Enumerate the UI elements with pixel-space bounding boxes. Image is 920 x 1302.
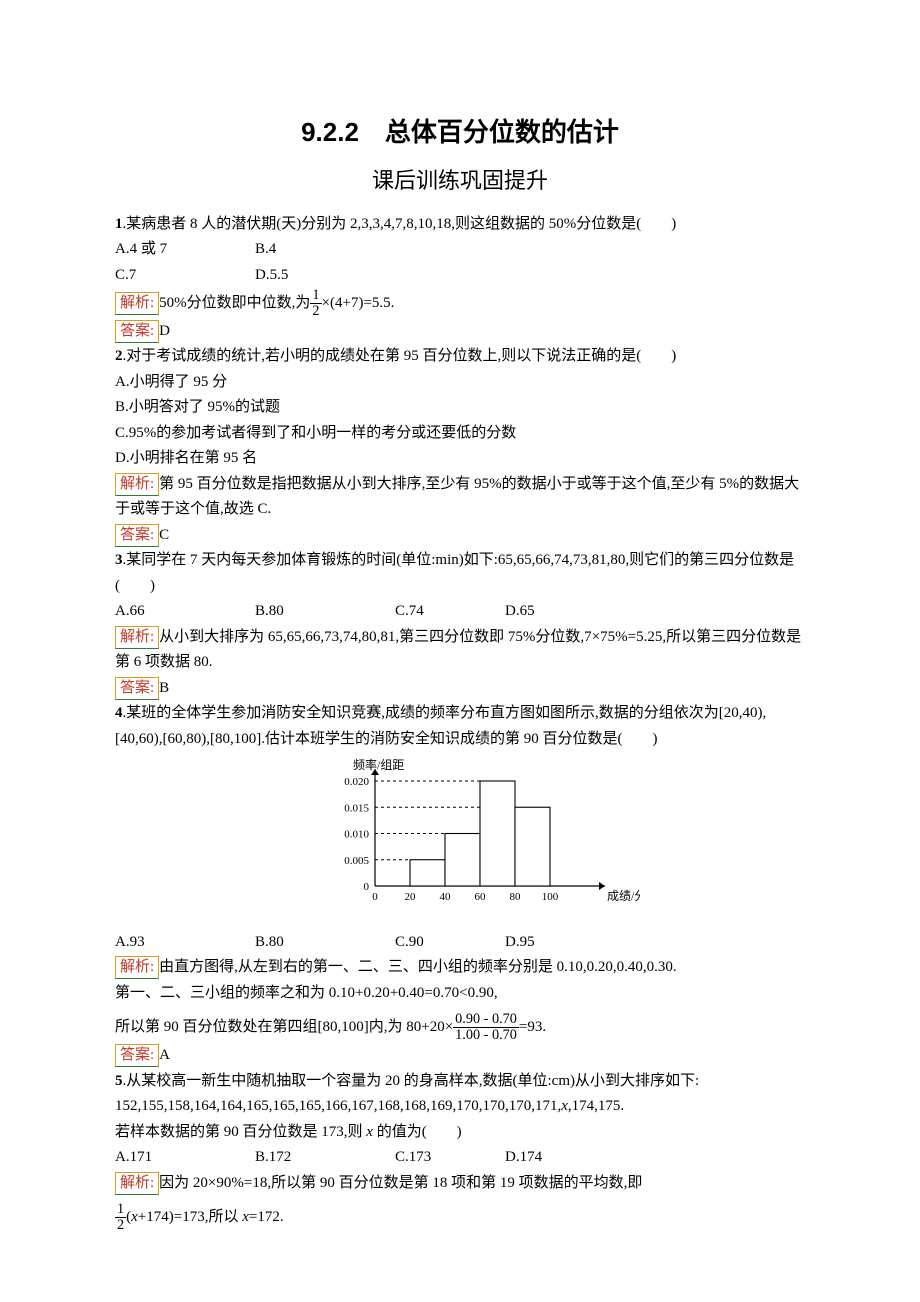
svg-text:0.010: 0.010 [344, 829, 369, 841]
variable-x: x [242, 1209, 249, 1225]
svg-text:0.020: 0.020 [344, 776, 369, 788]
svg-text:0: 0 [364, 881, 370, 893]
q4-exp1: 由直方图得,从左到右的第一、二、三、四小组的频率分别是 0.10,0.20,0.… [159, 959, 677, 975]
q4-exp3a: 所以第 90 百分位数处在第四组[80,100]内,为 80+20× [115, 1019, 453, 1035]
q2-prompt: .对于考试成绩的统计,若小明的成绩处在第 95 百分位数上,则以下说法正确的是(… [123, 348, 677, 364]
explain-label: 解析: [115, 956, 159, 979]
q5-cond-b: 的值为( ) [373, 1124, 462, 1140]
svg-text:60: 60 [475, 891, 487, 903]
svg-text:频率/组距: 频率/组距 [353, 757, 404, 772]
svg-text:0.015: 0.015 [344, 803, 369, 815]
explain-label: 解析: [115, 473, 159, 496]
svg-text:40: 40 [440, 891, 452, 903]
q1-prompt: .某病患者 8 人的潜伏期(天)分别为 2,3,3,4,7,8,10,18,则这… [123, 216, 677, 232]
answer-label: 答案: [115, 1044, 159, 1067]
q3-prompt: .某同学在 7 天内每天参加体育锻炼的时间(单位:min)如下:65,65,66… [115, 552, 794, 594]
variable-x: x [366, 1124, 373, 1140]
explain-label: 解析: [115, 292, 159, 315]
svg-text:20: 20 [405, 891, 417, 903]
q4-prompt: .某班的全体学生参加消防安全知识竞赛,成绩的频率分布直方图如图所示,数据的分组依… [115, 705, 766, 747]
q1-number: 1 [115, 216, 123, 232]
answer-label: 答案: [115, 320, 159, 343]
q1-exp-b: ×(4+7)=5.5. [322, 295, 395, 311]
q1-optB: B.4 [255, 237, 395, 263]
q5-number: 5 [115, 1073, 123, 1089]
q3-optD: D.65 [505, 599, 615, 625]
answer-label: 答案: [115, 524, 159, 547]
q3-optB: B.80 [255, 599, 395, 625]
q4-optB: B.80 [255, 930, 395, 956]
q1-optA: A.4 或 7 [115, 237, 255, 263]
q3-optC: C.74 [395, 599, 505, 625]
title-main: 9.2.2 总体百分位数的估计 [115, 110, 805, 154]
q2-optA: A.小明得了 95 分 [115, 370, 805, 396]
q5-optC: C.173 [395, 1145, 505, 1171]
histogram-svg: 0 0.005 0.010 0.015 0.020 0 20 40 60 80 100 频率/组距成绩… [280, 756, 640, 916]
q4-frac: 0.90 - 0.701.00 - 0.70 [453, 1012, 519, 1043]
q3-number: 3 [115, 552, 123, 568]
svg-text:0: 0 [372, 891, 378, 903]
svg-text:100: 100 [542, 891, 559, 903]
q5-exp2c: =172. [249, 1209, 284, 1225]
q1-optC: C.7 [115, 263, 255, 289]
q4-histogram: 0 0.005 0.010 0.015 0.020 0 20 40 60 80 100 频率/组距成绩… [115, 756, 805, 926]
q4-answer: A [159, 1047, 170, 1063]
q2-answer: C [159, 527, 169, 543]
q5-exp2b: +174)=173,所以 [138, 1209, 242, 1225]
q5-exp1: 因为 20×90%=18,所以第 90 百分位数是第 18 项和第 19 项数据… [159, 1175, 642, 1191]
answer-label: 答案: [115, 677, 159, 700]
q5-optB: B.172 [255, 1145, 395, 1171]
svg-text:80: 80 [510, 891, 522, 903]
q5-optD: D.174 [505, 1145, 615, 1171]
q4-number: 4 [115, 705, 123, 721]
q2-optD: D.小明排名在第 95 名 [115, 446, 805, 472]
q5-optA: A.171 [115, 1145, 255, 1171]
q2-optC: C.95%的参加考试者得到了和小明一样的考分或还要低的分数 [115, 421, 805, 447]
q4-optD: D.95 [505, 930, 615, 956]
q3-exp: 从小到大排序为 65,65,66,73,74,80,81,第三四分位数即 75%… [115, 629, 801, 671]
q1-optD: D.5.5 [255, 263, 395, 289]
title-sub: 课后训练巩固提升 [115, 162, 805, 199]
q5-data-a: 152,155,158,164,164,165,165,165,166,167,… [115, 1098, 561, 1114]
variable-x: x [561, 1098, 568, 1114]
explain-label: 解析: [115, 1172, 159, 1195]
q1-frac: 12 [310, 288, 321, 319]
q2-number: 2 [115, 348, 123, 364]
q4-exp2: 第一、二、三小组的频率之和为 0.10+0.20+0.40=0.70<0.90, [115, 981, 805, 1007]
q5-cond-a: 若样本数据的第 90 百分位数是 173,则 [115, 1124, 366, 1140]
svg-text:成绩/分: 成绩/分 [607, 889, 640, 903]
q4-optA: A.93 [115, 930, 255, 956]
q4-exp3b: =93. [519, 1019, 546, 1035]
q3-optA: A.66 [115, 599, 255, 625]
q3-answer: B [159, 680, 169, 696]
svg-text:0.005: 0.005 [344, 855, 369, 867]
q2-optB: B.小明答对了 95%的试题 [115, 395, 805, 421]
q5-prompt: .从某校高一新生中随机抽取一个容量为 20 的身高样本,数据(单位:cm)从小到… [123, 1073, 700, 1089]
q1-exp-a: 50%分位数即中位数,为 [159, 295, 310, 311]
q1-answer: D [159, 323, 170, 339]
q5-data-b: ,174,175. [568, 1098, 624, 1114]
q5-frac: 12 [115, 1202, 126, 1233]
variable-x: x [131, 1209, 138, 1225]
explain-label: 解析: [115, 626, 159, 649]
q2-exp: 第 95 百分位数是指把数据从小到大排序,至少有 95%的数据小于或等于这个值,… [115, 476, 799, 518]
q4-optC: C.90 [395, 930, 505, 956]
